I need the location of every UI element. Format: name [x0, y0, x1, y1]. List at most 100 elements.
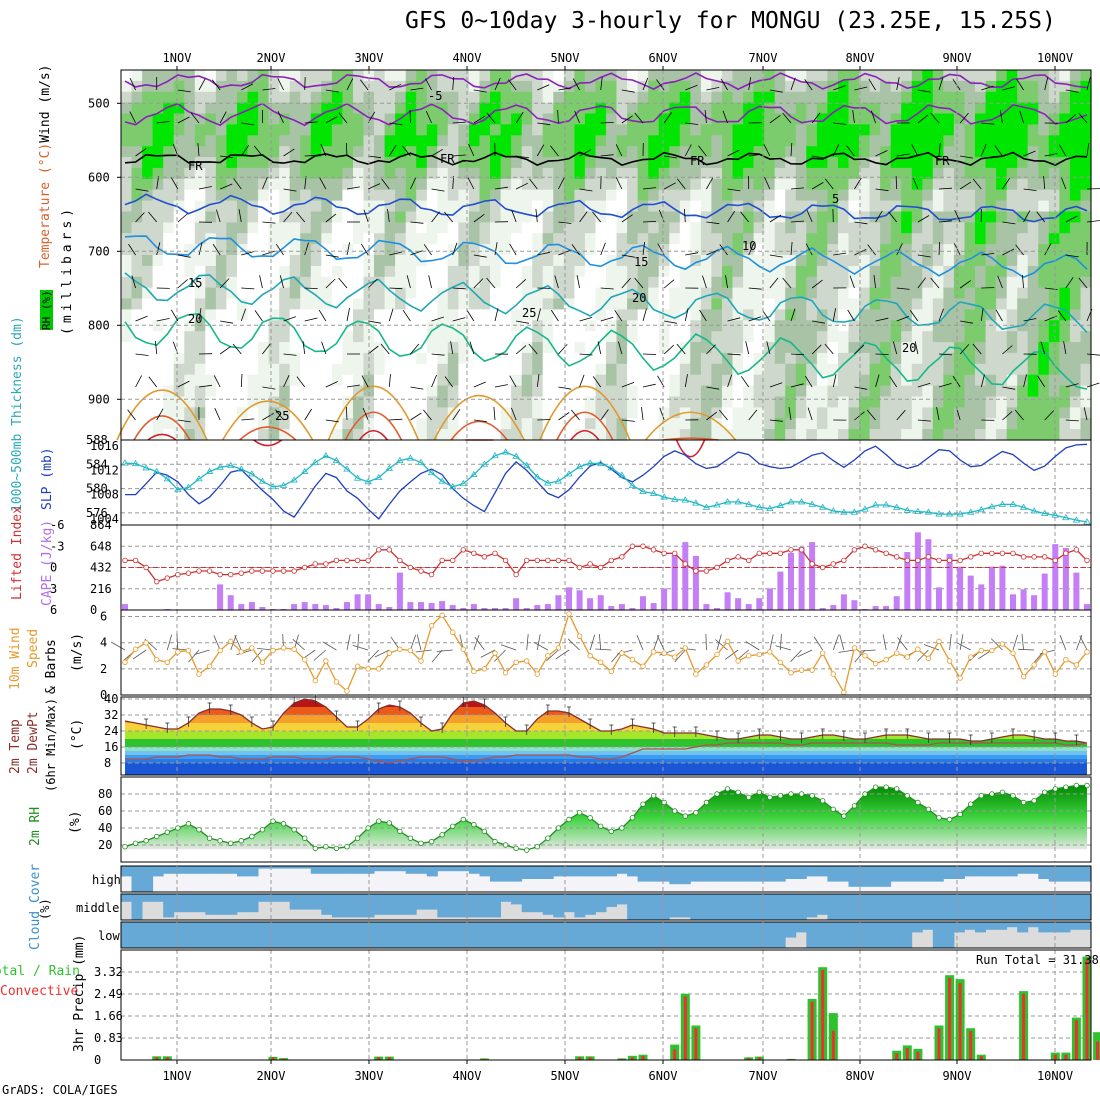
- rh-cell: [679, 102, 691, 115]
- rh-cell: [553, 244, 565, 256]
- rh-cell: [1006, 70, 1018, 82]
- wind-barb: [283, 211, 293, 223]
- rh-cell: [690, 222, 702, 234]
- rh-cell: [1027, 102, 1039, 115]
- thickness-line-point: [787, 498, 795, 505]
- rh-cell: [838, 385, 850, 398]
- rh-cell: [542, 385, 554, 398]
- rh-cell: [542, 80, 554, 93]
- lifted-index-line-point: [767, 550, 773, 557]
- wind-barb: [190, 112, 200, 124]
- rh-cell: [838, 342, 850, 354]
- rh-cell: [173, 342, 185, 354]
- rh-cell: [1038, 244, 1050, 256]
- rh-cell: [975, 244, 987, 256]
- cloud-cell: [901, 894, 913, 920]
- rh-cell: [374, 287, 386, 300]
- rh-cell: [722, 146, 734, 158]
- rh-cell: [1006, 396, 1018, 408]
- rh-cell: [521, 309, 533, 321]
- rh-cell: [1048, 429, 1060, 441]
- rh-cell: [437, 200, 449, 213]
- rh-cell: [163, 342, 175, 354]
- rh-cell: [637, 167, 649, 180]
- rh-cell: [321, 265, 333, 278]
- thickness-line-point: [575, 462, 584, 470]
- rh-cell: [827, 233, 839, 245]
- rh-cell: [310, 200, 322, 213]
- rh-cell: [173, 265, 185, 278]
- rh-cell: [142, 244, 154, 256]
- rh-cell: [363, 287, 375, 300]
- cloud-cell: [289, 866, 301, 869]
- wind-barb: [473, 213, 485, 223]
- rh-cell: [838, 352, 850, 365]
- rh-cell: [753, 265, 765, 278]
- cloud-cell: [121, 866, 132, 877]
- rh-cell: [416, 157, 428, 169]
- day-label-bottom: 5NOV: [551, 1069, 580, 1083]
- rh-cell: [131, 167, 143, 180]
- rh-cell: [890, 70, 902, 82]
- rh-cell: [753, 200, 765, 213]
- rh-cell: [363, 342, 375, 354]
- rh-cell: [289, 211, 301, 223]
- rh-cell: [511, 113, 523, 125]
- rh-cell: [911, 407, 923, 419]
- wind-barb: [615, 177, 623, 190]
- cloud-cell: [764, 922, 776, 948]
- rh-cell: [795, 189, 807, 202]
- rh-cell: [595, 418, 607, 430]
- thickness-line-point: [935, 510, 943, 517]
- rh-cell: [1006, 418, 1018, 430]
- rh-cell: [679, 331, 691, 343]
- rh-cell: [437, 265, 449, 278]
- rh-cell: [553, 70, 565, 82]
- rh-cell: [563, 276, 575, 289]
- rh-cell: [795, 255, 807, 267]
- precip-conv-bar: [588, 1057, 592, 1060]
- cape-bar: [449, 605, 456, 610]
- rh-cell: [215, 298, 227, 310]
- rh-cell: [1069, 298, 1081, 310]
- rh-cell: [595, 331, 607, 343]
- rh-cell: [237, 178, 249, 191]
- cape-bar: [1041, 573, 1048, 610]
- rh-cell: [774, 211, 786, 223]
- rh-cell: [374, 418, 386, 430]
- wind-barb: [346, 308, 350, 322]
- rh-cell: [838, 265, 850, 278]
- precip-conv-bar: [895, 1053, 899, 1060]
- rh-cell: [911, 265, 923, 278]
- rh-cell: [384, 189, 396, 202]
- wind-barb: [1023, 374, 1027, 388]
- rh-cell: [711, 309, 723, 321]
- wind-barb: [600, 409, 609, 421]
- rh-cell: [247, 91, 259, 104]
- lifted-index-line-point: [333, 557, 340, 564]
- wind-barb: [959, 344, 970, 355]
- rh-cell: [637, 276, 649, 289]
- rh-cell: [405, 320, 417, 332]
- rh-cell: [606, 135, 618, 147]
- wind-barb: [219, 111, 227, 124]
- rh-cell: [827, 331, 839, 343]
- rh-cell: [279, 331, 291, 343]
- cloud-cell: [648, 894, 660, 920]
- wind-barb: [895, 175, 898, 190]
- wind-barb-10m: [346, 634, 351, 651]
- rh-cell: [1017, 233, 1029, 245]
- rh-cell: [1038, 320, 1050, 332]
- rh-cell: [131, 287, 143, 300]
- rh-line-point: [767, 794, 773, 801]
- wind-barb: [537, 251, 551, 256]
- rh-cell: [374, 342, 386, 354]
- rh-cell: [669, 363, 681, 376]
- rh-cell: [637, 265, 649, 278]
- rh-cell: [353, 189, 365, 202]
- rh-cell: [542, 157, 554, 169]
- cloud-cell: [679, 894, 691, 918]
- rh-cell: [637, 429, 649, 441]
- rh-cell: [743, 255, 755, 267]
- cloud-cell: [1059, 894, 1071, 920]
